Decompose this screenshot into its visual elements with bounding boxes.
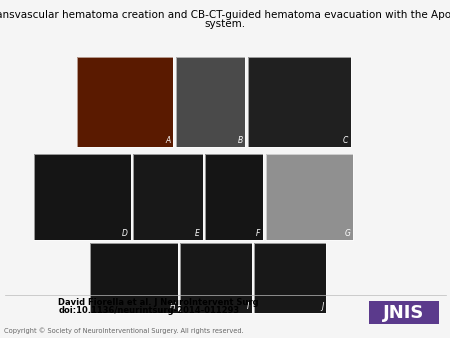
Text: G: G [345,229,351,238]
Bar [76,57,173,147]
Text: Transvascular hematoma creation and CB-CT-guided hematoma evacuation with the Ap: Transvascular hematoma creation and CB-C… [0,10,450,20]
Text: system.: system. [204,19,246,29]
Text: E: E [195,229,200,238]
Text: J: J [321,301,324,311]
Text: C: C [343,136,348,145]
Bar [180,243,252,313]
Text: doi:10.1136/neurintsurg-2014-011293: doi:10.1136/neurintsurg-2014-011293 [58,306,239,315]
Bar [90,243,178,313]
Bar [76,57,173,147]
Text: A: A [165,136,171,145]
Text: I: I [247,301,249,311]
Text: Copyright © Society of NeuroInterventional Surgery. All rights reserved.: Copyright © Society of NeuroIntervention… [4,327,244,334]
Text: F: F [256,229,261,238]
Bar [176,57,245,147]
Bar [90,243,178,313]
Text: JNIS: JNIS [383,304,424,322]
Bar [133,154,202,240]
Bar [34,154,130,240]
Bar [254,243,326,313]
Bar [34,154,130,240]
Bar [254,243,326,313]
Bar [369,301,439,324]
Bar [176,57,245,147]
Text: H: H [169,301,175,311]
Text: D: D [122,229,128,238]
Bar [266,154,353,240]
Text: B: B [237,136,243,145]
Bar [180,243,252,313]
Bar [133,154,202,240]
Bar [248,57,351,147]
Text: David Fiorella et al. J NeuroIntervent Surg: David Fiorella et al. J NeuroIntervent S… [58,298,259,307]
Bar [205,154,263,240]
Bar [205,154,263,240]
Bar [248,57,351,147]
Bar [266,154,353,240]
